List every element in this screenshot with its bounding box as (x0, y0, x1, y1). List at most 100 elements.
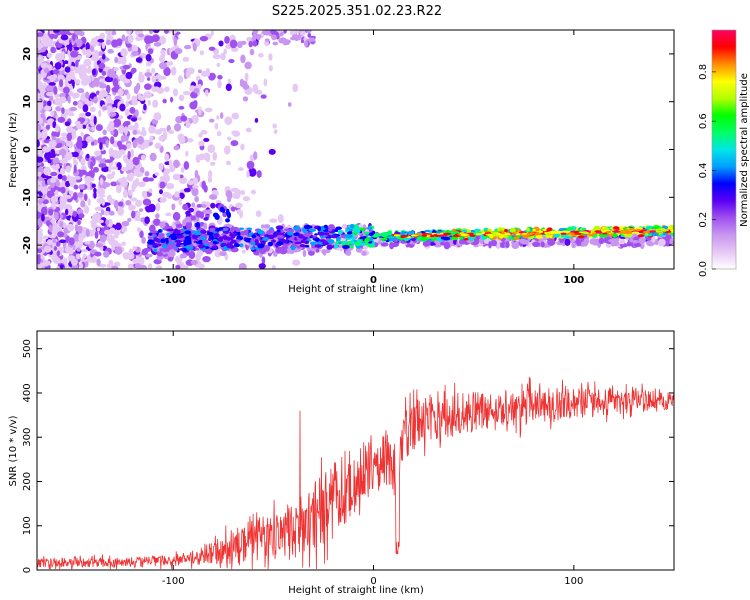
spectrogram-cell (75, 253, 81, 260)
spectrogram-cell (291, 34, 298, 39)
spectrogram-cell (542, 228, 547, 232)
spectrogram-cell (135, 109, 139, 117)
spectrogram-cell (158, 35, 167, 45)
spectrogram-cell (129, 106, 136, 114)
spectrogram-cell (125, 162, 134, 170)
spectrogram-cell (85, 51, 91, 58)
spectrogram-cell (131, 50, 140, 57)
spectrogram-cell (94, 206, 103, 211)
spectrogram-cell (40, 62, 49, 69)
spectrogram-cell (335, 226, 342, 230)
spectrogram-cell (172, 173, 181, 181)
spectrogram-cell (619, 238, 626, 245)
spectrogram-cell (147, 263, 153, 269)
spectrogram-cell (236, 41, 243, 49)
spectrogram-cell (239, 227, 244, 230)
spectrogram-cell (118, 201, 124, 207)
spectrogram-cell (163, 30, 170, 34)
spectrogram-cell (53, 86, 58, 95)
spectrogram-cell (152, 99, 159, 108)
spectrogram-cell (632, 231, 640, 234)
spectrogram-cell (182, 90, 191, 96)
spectrogram-cell (137, 181, 146, 188)
spectrogram-cell (58, 148, 67, 156)
spectrogram-cell (306, 30, 312, 34)
spectrogram-cell (117, 88, 124, 97)
spectrogram-cell (174, 191, 180, 198)
spectrogram-cell (72, 157, 76, 162)
spectrogram-cell (88, 229, 94, 234)
spectrogram-cell (189, 245, 194, 250)
spectrogram-cell (72, 210, 77, 218)
spectrogram-cell (60, 201, 67, 208)
spectrogram-cell (231, 130, 240, 135)
spectrogram-cell (167, 193, 173, 200)
spectrogram-cell (203, 222, 208, 230)
spectrogram-cell (122, 252, 130, 259)
spectrogram-cell (478, 232, 482, 236)
spectrogram-cell (106, 173, 115, 180)
spectrogram-cell (138, 116, 142, 121)
spectrogram-cell (225, 83, 232, 92)
spectrogram-cell (91, 68, 97, 76)
spectrogram-cell (127, 34, 134, 44)
spectrogram-cell (251, 234, 257, 239)
spectrogram-cell (110, 136, 115, 145)
spectrogram-cell (128, 204, 135, 211)
spectrogram-cell (180, 115, 188, 122)
spectrogram-cell (110, 181, 118, 187)
spectrogram-cell (239, 210, 244, 219)
spectrogram-cell (171, 203, 176, 211)
spectrogram-cell (82, 104, 89, 113)
spectrogram-cell (66, 132, 73, 142)
spectrogram-cell (64, 60, 69, 65)
spectrogram-cell (172, 159, 180, 169)
spectrogram-cell (130, 45, 139, 53)
spectrogram-cell (159, 221, 166, 229)
spectrogram-cell (198, 244, 206, 249)
spectrogram-cell (110, 129, 115, 135)
spectrogram-cell (240, 54, 246, 64)
spectrogram-cell (212, 54, 222, 60)
spectrogram-cell (294, 30, 300, 33)
spectrogram-cell (135, 211, 141, 219)
spectrogram-cell (442, 236, 451, 241)
spectrogram-cell (146, 68, 151, 73)
spectrogram-cell (223, 247, 229, 251)
spectrogram-cell (199, 35, 209, 42)
spectrogram-cell (37, 248, 43, 254)
spectrogram-cell (255, 33, 262, 40)
spectrogram-cell (152, 86, 161, 92)
spectrogram-cell (322, 241, 330, 246)
spectrogram-cell (633, 242, 642, 248)
spectrogram-cell (106, 234, 112, 242)
spectrogram-cell (170, 30, 178, 35)
spectrogram-cell (122, 64, 131, 70)
y-tick-label: 100 (22, 516, 33, 535)
spectrogram-cell (228, 59, 235, 64)
spectrogram-cell (324, 232, 330, 236)
spectrogram-cell (327, 228, 333, 232)
spectrogram-cell (651, 234, 656, 243)
spectrogram-cell (231, 192, 239, 199)
y-tick-label: -10 (22, 188, 33, 206)
spectrogram-cell (144, 35, 152, 44)
spectrogram-cell (191, 234, 199, 240)
spectrogram-cell (121, 34, 126, 42)
spectrogram-cell (72, 194, 78, 200)
spectrogram-cell (59, 96, 67, 104)
spectrogram-cell (184, 44, 192, 50)
spectrogram-cell (78, 213, 85, 219)
spectrogram-cell (126, 30, 132, 35)
spectrogram-cell (281, 245, 288, 250)
spectrogram-cell (87, 198, 91, 206)
spectrogram-cell (121, 220, 130, 227)
spectrogram-cell (263, 244, 271, 252)
spectrogram-cell (667, 225, 672, 230)
spectrogram-cell (53, 30, 60, 33)
spectrogram-cell (83, 58, 92, 67)
spectrogram-cell (64, 246, 72, 254)
spectrogram-cell (42, 146, 51, 153)
spectrogram-cell (148, 30, 154, 35)
